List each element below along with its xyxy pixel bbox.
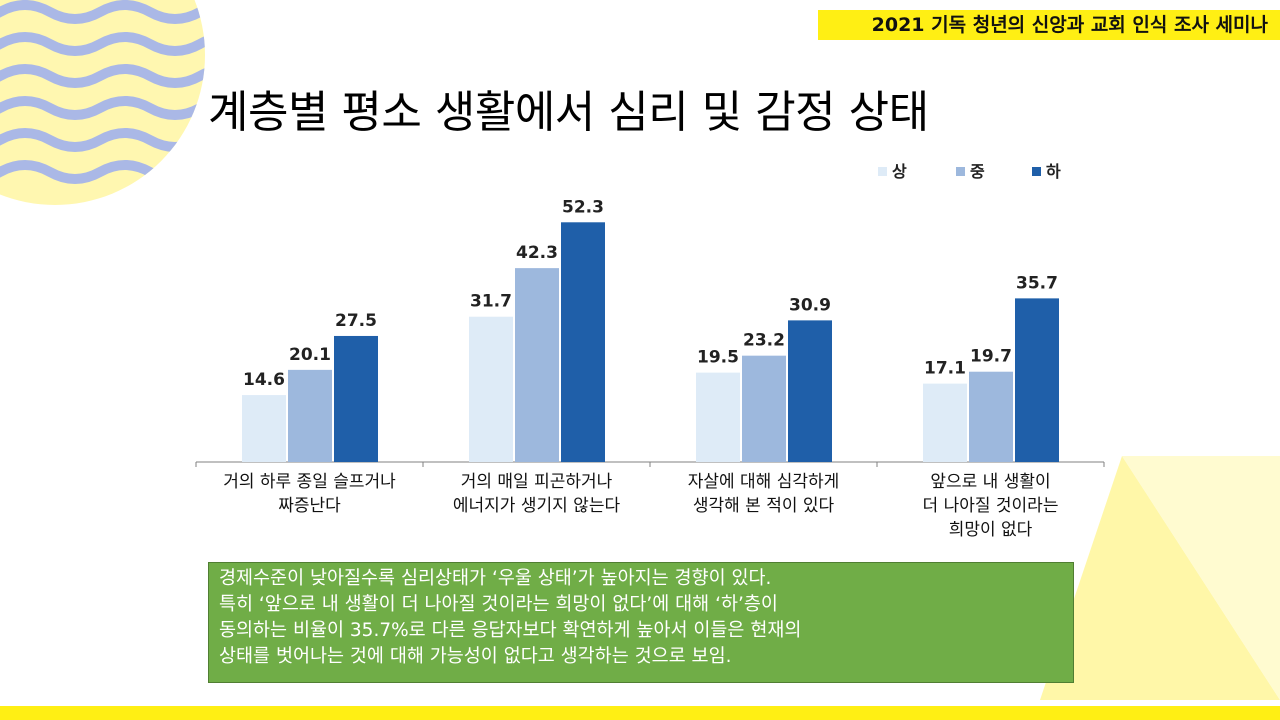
summary-note: 경제수준이 낮아질수록 심리상태가 ‘우울 상태’가 높아지는 경향이 있다. … [208, 562, 1074, 683]
category-label: 희망이 없다 [949, 520, 1033, 540]
data-label: 17.1 [924, 359, 966, 379]
legend-label: 하 [1046, 162, 1061, 181]
seminar-title: 2021 기독 청년의 신앙과 교회 인식 조사 세미나 [871, 14, 1268, 36]
category-label: 거의 매일 피곤하거나 [461, 472, 613, 492]
legend-label: 중 [970, 162, 985, 181]
bar-중 [515, 268, 559, 462]
category-label: 앞으로 내 생활이 [930, 472, 1050, 492]
bar-중 [742, 355, 786, 462]
data-label: 20.1 [289, 345, 331, 365]
data-label: 31.7 [470, 292, 512, 312]
category-label: 거의 하루 종일 슬프거나 [223, 472, 396, 492]
legend-swatch-중 [956, 167, 965, 176]
category-label: 에너지가 생기지 않는다 [453, 496, 621, 516]
legend-swatch-하 [1032, 167, 1041, 176]
category-label: 자살에 대해 심각하게 [688, 472, 840, 492]
header-banner [818, 10, 1280, 40]
note-line: 특히 ‘앞으로 내 생활이 더 나아질 것이라는 희망이 없다’에 대해 ‘하’… [219, 594, 778, 615]
bar-상 [469, 316, 513, 462]
bottom-accent-bar [0, 706, 1280, 720]
note-line: 동의하는 비율이 35.7%로 다른 응답자보다 확연하게 높아서 이들은 현재… [219, 620, 802, 641]
category-label: 더 나아질 것이라는 [923, 496, 1059, 516]
page-title: 계층별 평소 생활에서 심리 및 감정 상태 [208, 87, 929, 138]
data-label: 19.5 [697, 348, 739, 368]
data-label: 27.5 [335, 311, 377, 331]
bar-중 [969, 371, 1013, 462]
data-label: 42.3 [516, 243, 558, 263]
data-label: 52.3 [562, 197, 604, 217]
note-line: 상태를 벗어나는 것에 대해 가능성이 없다고 생각하는 것으로 보임. [219, 646, 732, 667]
data-label: 14.6 [243, 370, 285, 390]
data-label: 19.7 [970, 347, 1012, 367]
bar-하 [561, 222, 605, 462]
bar-하 [788, 320, 832, 462]
legend-label: 상 [892, 162, 907, 181]
bar-하 [1015, 298, 1059, 462]
data-label: 35.7 [1016, 273, 1058, 293]
category-label: 생각해 본 적이 있다 [693, 496, 835, 516]
bar-상 [696, 372, 740, 462]
bar-상 [923, 383, 967, 462]
legend-swatch-상 [878, 167, 887, 176]
data-label: 23.2 [743, 331, 785, 351]
bar-중 [288, 369, 332, 462]
bar-상 [242, 395, 286, 462]
note-line: 경제수준이 낮아질수록 심리상태가 ‘우울 상태’가 높아지는 경향이 있다. [219, 568, 772, 589]
bar-하 [334, 335, 378, 462]
category-label: 짜증난다 [278, 496, 341, 516]
data-label: 30.9 [789, 295, 831, 315]
